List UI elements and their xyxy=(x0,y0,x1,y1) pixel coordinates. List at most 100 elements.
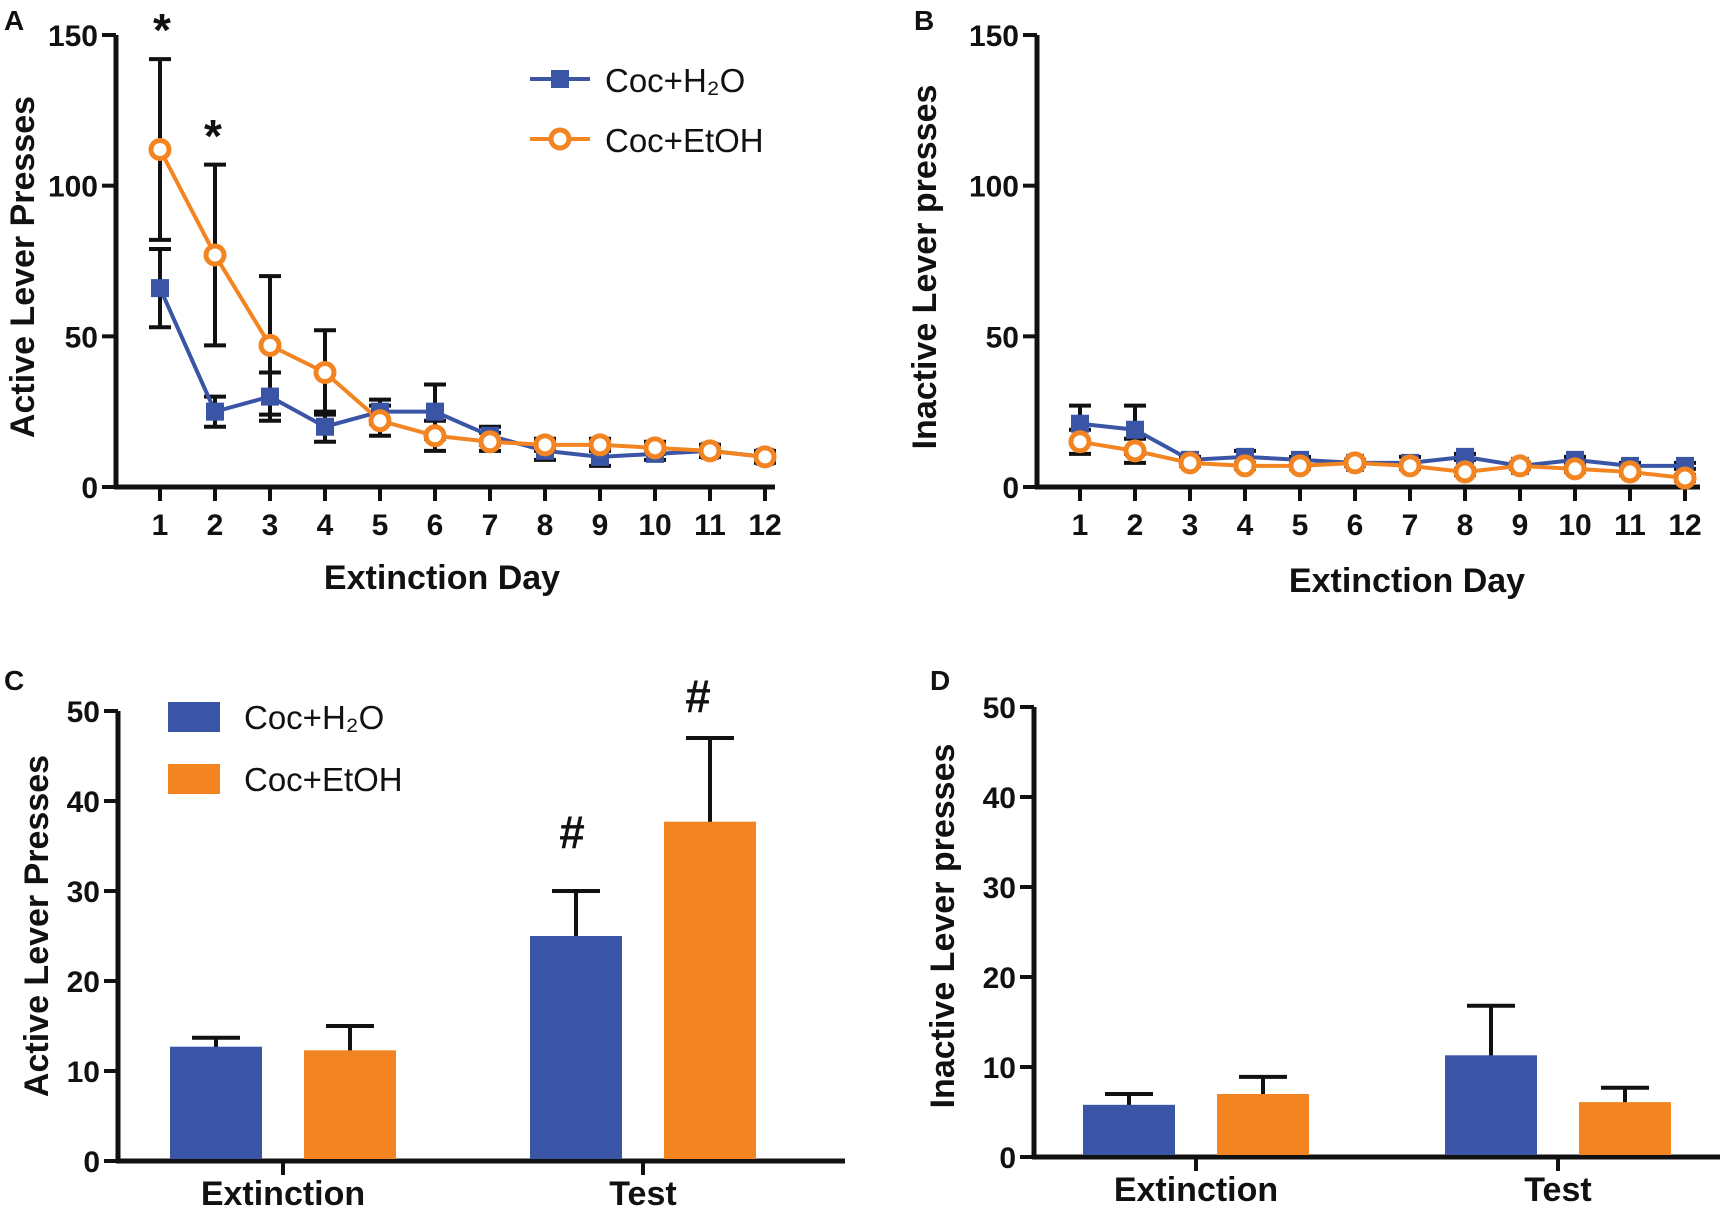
panel-a-x-tick-label: 4 xyxy=(317,509,334,542)
panel-b-letter: B xyxy=(914,5,934,36)
panel-c-y-tick-label: 50 xyxy=(67,696,100,729)
legend-c-h2o-swatch xyxy=(168,702,220,732)
panel-a-x-tick-label: 5 xyxy=(372,509,389,542)
panel-a-x-tick-label: 3 xyxy=(262,509,279,542)
legend-h2o-marker xyxy=(551,70,569,88)
panel-b-y-tick-label: 0 xyxy=(1002,472,1019,505)
panel-c-y-tick-label: 20 xyxy=(67,966,100,999)
panel-d-plot: 0 10 20 30 40 50 Extinction Test xyxy=(983,692,1720,1209)
panel-b-point-etoh xyxy=(1453,460,1477,484)
panel-a-x-tick-label: 9 xyxy=(592,509,609,542)
panel-c-bar-h2o-test xyxy=(530,936,622,1159)
panel-b-y-tick-label: 100 xyxy=(969,171,1019,204)
panel-a-point-etoh xyxy=(588,433,612,457)
panel-d-y-tick-label: 50 xyxy=(983,692,1016,725)
panel-b-point-etoh xyxy=(1178,451,1202,475)
panel-b-x-tick-label: 9 xyxy=(1512,509,1529,542)
panel-d-y-tick-label: 10 xyxy=(983,1052,1016,1085)
panel-c-legend: Coc+H₂O Coc+EtOH xyxy=(168,699,403,798)
panel-c-hash-test-etoh: # xyxy=(685,670,711,722)
panel-b-point-etoh xyxy=(1563,457,1587,481)
panel-d-x-tick-label: Extinction xyxy=(1114,1171,1278,1209)
panel-a-y-tick-label: 150 xyxy=(48,20,98,53)
panel-c-y-tick-label: 40 xyxy=(67,786,100,819)
panel-a-point-etoh xyxy=(203,243,227,267)
panel-c-y-tick-label: 10 xyxy=(67,1056,100,1089)
panel-a-series-line-1 xyxy=(158,148,766,459)
panel-a-point-h2o xyxy=(206,402,224,421)
panel-d-x-tick-label: Test xyxy=(1524,1171,1591,1209)
panel-a-x-tick-label: 1 xyxy=(152,509,169,542)
panel-d-y-tick-label: 30 xyxy=(983,872,1016,905)
panel-a-point-etoh xyxy=(643,436,667,460)
panel-a-y-tick-label: 0 xyxy=(81,472,98,505)
panel-c-ylabel: Active Lever Presses xyxy=(18,755,56,1097)
legend-etoh-label: Coc+EtOH xyxy=(605,122,764,159)
panel-b-ylabel: Inactive Lever presses xyxy=(906,85,944,450)
legend-c-etoh-label: Coc+EtOH xyxy=(244,761,403,798)
panel-b-x-tick-label: 8 xyxy=(1457,509,1474,542)
panel-a-point-etoh xyxy=(753,445,777,469)
panel-a-point-h2o xyxy=(426,402,444,421)
panel-b-point-etoh xyxy=(1398,454,1422,478)
panel-a-point-etoh xyxy=(313,360,337,384)
panel-d-ylabel: Inactive Lever presses xyxy=(924,744,962,1109)
panel-a-point-etoh xyxy=(258,333,282,357)
panel-a-point-etoh xyxy=(148,138,172,162)
panel-d-y-tick-label: 0 xyxy=(999,1142,1016,1175)
panel-c-bar-h2o-extinction xyxy=(170,1046,262,1159)
panel-b-point-etoh xyxy=(1068,430,1092,454)
panel-c-y-tick-label: 0 xyxy=(83,1146,100,1179)
panel-a-point-etoh xyxy=(478,430,502,454)
panel-b-x-tick-label: 1 xyxy=(1072,509,1089,542)
panel-b-x-tick-label: 4 xyxy=(1237,509,1254,542)
panel-b-point-etoh xyxy=(1288,454,1312,478)
panel-a-legend: Coc+H₂O Coc+EtOH xyxy=(530,62,764,159)
panel-b-x-tick-label: 5 xyxy=(1292,509,1309,542)
panel-b-point-etoh xyxy=(1343,451,1367,475)
panel-c-hash-test-h2o: # xyxy=(559,806,585,858)
panel-b-point-etoh xyxy=(1673,466,1697,490)
panel-c-letter: C xyxy=(4,665,24,696)
panel-d-bar-etoh-extinction xyxy=(1217,1094,1309,1155)
panel-c-x-tick-label: Test xyxy=(609,1175,676,1213)
panel-b-point-etoh xyxy=(1508,454,1532,478)
panel-a-y-tick-label: 100 xyxy=(48,171,98,204)
panel-a-point-etoh xyxy=(368,409,392,433)
panel-a-x-tick-label: 8 xyxy=(537,509,554,542)
panel-a-xlabel: Extinction Day xyxy=(324,559,560,597)
panel-b-x-tick-label: 10 xyxy=(1558,509,1591,542)
panel-a-star-day2: * xyxy=(204,110,222,162)
legend-c-h2o-label: Coc+H₂O xyxy=(244,699,384,736)
panel-c-y-tick-label: 30 xyxy=(67,876,100,909)
panel-a-x-tick-label: 2 xyxy=(207,509,224,542)
panel-d-bar-etoh-test xyxy=(1579,1102,1671,1155)
panel-c-plot: 0 10 20 30 40 50 Extinction Test xyxy=(67,696,845,1213)
panel-b-point-etoh xyxy=(1123,439,1147,463)
legend-etoh-marker xyxy=(548,127,572,151)
panel-a-point-h2o xyxy=(316,417,334,436)
panel-b-y-tick-label: 50 xyxy=(986,321,1019,354)
panel-b-point-h2o xyxy=(1071,414,1089,433)
panel-c-bar-etoh-test xyxy=(664,821,756,1159)
panel-a-x-tick-label: 10 xyxy=(638,509,671,542)
panel-d-letter: D xyxy=(930,665,950,696)
panel-a-letter: A xyxy=(4,5,24,36)
panel-b-x-tick-label: 7 xyxy=(1402,509,1419,542)
panel-a-point-h2o xyxy=(151,279,169,298)
panel-a-point-h2o xyxy=(261,387,279,406)
panel-a-x-tick-label: 11 xyxy=(694,509,726,542)
panel-a-point-etoh xyxy=(698,439,722,463)
panel-b-point-etoh xyxy=(1233,454,1257,478)
panel-d-y-tick-label: 40 xyxy=(983,782,1016,815)
panel-d-y-tick-label: 20 xyxy=(983,962,1016,995)
panel-c-bar-etoh-extinction xyxy=(304,1050,396,1159)
panel-a-point-etoh xyxy=(423,424,447,448)
panel-a-y-tick-label: 50 xyxy=(65,321,98,354)
panel-a-point-etoh xyxy=(533,433,557,457)
panel-b-x-tick-label: 3 xyxy=(1182,509,1199,542)
